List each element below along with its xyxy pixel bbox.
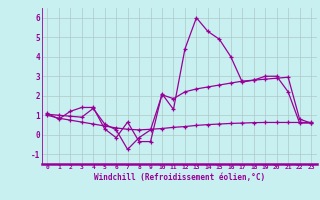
X-axis label: Windchill (Refroidissement éolien,°C): Windchill (Refroidissement éolien,°C)	[94, 173, 265, 182]
